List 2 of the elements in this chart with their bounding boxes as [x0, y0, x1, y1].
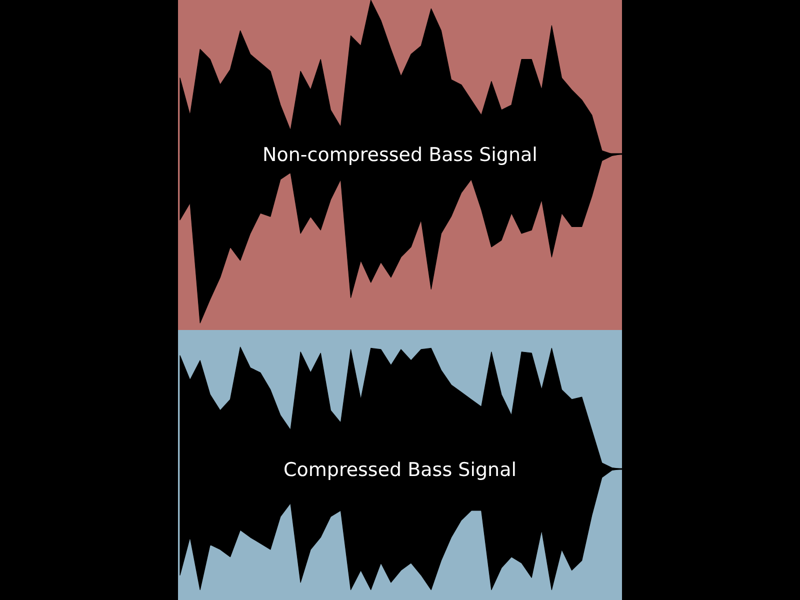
annotation: Compressed Bass Signal: [283, 459, 517, 481]
annotation: Non-compressed Bass Signal: [262, 144, 538, 166]
